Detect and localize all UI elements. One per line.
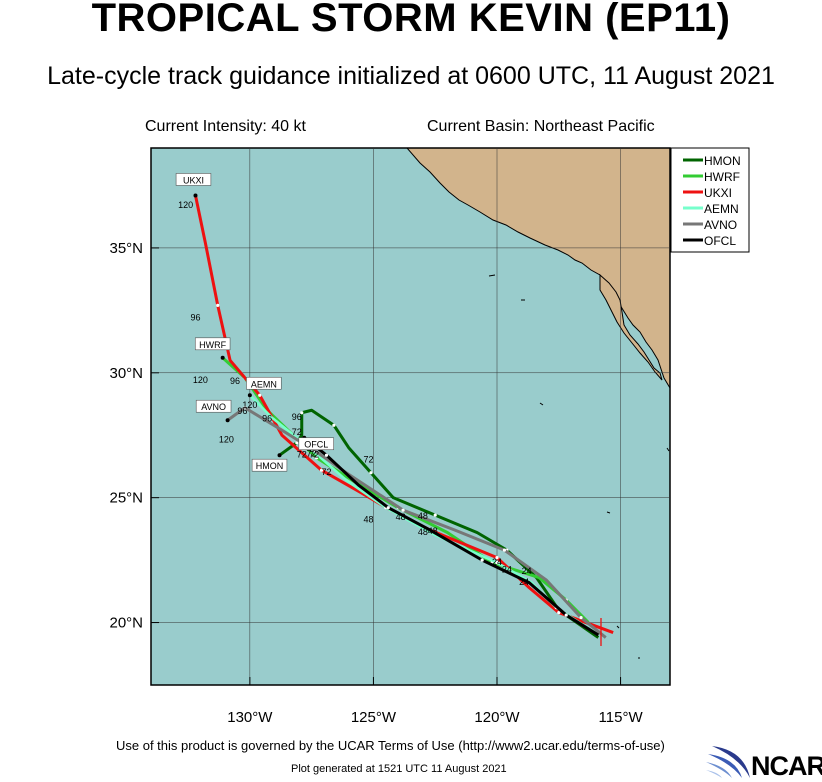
- hour-label: 72: [363, 455, 373, 465]
- x-tick-label: 125°W: [351, 709, 397, 726]
- footer-generated: Plot generated at 1521 UTC 11 August 202…: [291, 763, 507, 775]
- end-label-box-hwrf: [194, 337, 231, 351]
- hour-label: 48: [363, 515, 373, 525]
- legend-label-avno: AVNO: [704, 218, 737, 232]
- current-intensity: Current Intensity: 40 kt: [145, 118, 306, 135]
- end-label-ofcl: OFCL: [304, 440, 328, 450]
- hour-label: 48: [396, 512, 406, 522]
- axis-ticks: 130°W 125°W 120°W 115°W 20°N 25°N 30°N 35°N: [109, 240, 643, 726]
- track-ukxi: [194, 195, 614, 634]
- hour-label: 120: [193, 375, 208, 385]
- hour-label: 96: [292, 412, 302, 422]
- hour-label: 120: [178, 200, 193, 210]
- hour-label: 24: [522, 566, 532, 576]
- track-ofcl: [303, 436, 600, 637]
- track-marker-ukxi: [319, 468, 324, 472]
- track-layer: [193, 193, 614, 639]
- end-label-hwrf: HWRF: [199, 340, 226, 350]
- hour-label: 48: [418, 511, 428, 521]
- legend-label-aemn: AEMN: [704, 202, 739, 216]
- track-marker-ukxi: [495, 556, 499, 560]
- legend-label-hmon: HMON: [704, 154, 741, 168]
- track-marker-aemn: [495, 561, 499, 565]
- hour-label: 24: [492, 557, 502, 567]
- hour-label: 120: [219, 435, 234, 445]
- track-marker-ofcl: [386, 506, 390, 510]
- track-marker-ukxi: [258, 393, 262, 397]
- hour-label: 24: [502, 565, 512, 575]
- y-tick-label: 35°N: [109, 240, 143, 257]
- x-tick-label: 120°W: [474, 709, 520, 726]
- footer-terms: Use of this product is governed by the U…: [116, 738, 665, 753]
- legend-label-ukxi: UKXI: [704, 186, 732, 200]
- y-tick-label: 30°N: [109, 365, 143, 382]
- y-tick-label: 25°N: [109, 490, 143, 507]
- hour-label: 96: [237, 406, 247, 416]
- legend-box: [670, 147, 750, 253]
- track-marker-hmon: [295, 441, 299, 445]
- end-label-box-avno: [195, 399, 232, 413]
- page-subtitle: Late-cycle track guidance initialized at…: [47, 62, 775, 90]
- hour-label: 72: [309, 450, 319, 460]
- end-label-box-ukxi: [175, 173, 212, 186]
- hour-label: 72: [297, 450, 307, 460]
- end-label-box-hmon: [251, 458, 288, 472]
- hour-label: 24: [519, 577, 529, 587]
- end-label-aemn: AEMN: [251, 379, 277, 389]
- end-label-box-aemn: [246, 376, 282, 390]
- end-label-ukxi: UKXI: [183, 175, 204, 185]
- track-marker-ukxi: [216, 303, 220, 307]
- track-marker-avno: [502, 548, 507, 552]
- track-marker-ofcl: [480, 558, 484, 562]
- end-label-hmon: HMON: [256, 461, 284, 471]
- ncar-logo-icon: [706, 746, 750, 778]
- track-marker-ofcl: [324, 453, 329, 457]
- track-end-dot: [247, 393, 252, 398]
- track-marker-hmon: [369, 471, 373, 475]
- hour-label: 96: [230, 376, 240, 386]
- end-label-avno: AVNO: [201, 402, 226, 412]
- legend-label-ofcl: OFCL: [704, 234, 736, 248]
- map-frame: [150, 147, 671, 686]
- storm-position-marker: [591, 618, 611, 646]
- track-end-dot: [193, 193, 198, 198]
- current-basin: Current Basin: Northeast Pacific: [427, 118, 655, 135]
- track-marker-avno: [243, 406, 247, 410]
- legend-label-hwrf: HWRF: [704, 170, 740, 184]
- hour-label: 72: [307, 448, 317, 458]
- end-label-box-ofcl: [298, 437, 334, 451]
- track-marker-hwrf: [314, 456, 319, 460]
- marker-layer: [591, 618, 611, 646]
- track-marker-avno: [401, 508, 405, 512]
- hour-label: 120: [242, 400, 257, 410]
- track-end-dot: [277, 453, 282, 458]
- ncar-logo-text: NCAR: [751, 751, 822, 781]
- legend: HMON HWRF UKXI AEMN AVNO OFCL: [670, 147, 750, 253]
- track-marker-ofcl: [564, 613, 568, 617]
- track-marker-hmon: [332, 423, 336, 427]
- track-marker-hmon: [433, 513, 437, 517]
- track-end-dot: [220, 355, 225, 360]
- hour-label: 96: [262, 413, 272, 423]
- land-north-america: [406, 148, 670, 389]
- hour-label: 72: [321, 467, 331, 477]
- track-end-dot: [225, 418, 230, 423]
- hour-label: 72: [292, 427, 302, 437]
- hour-label: 48: [418, 527, 428, 537]
- coastline-islands: [488, 274, 670, 659]
- hour-label: 48: [428, 526, 438, 536]
- x-tick-label: 130°W: [227, 709, 273, 726]
- track-marker-avno: [579, 615, 583, 620]
- page-title: TROPICAL STORM KEVIN (EP11): [91, 0, 731, 40]
- x-tick-label: 115°W: [599, 709, 644, 726]
- track-marker-ukxi: [557, 610, 561, 615]
- track-marker-hmon: [300, 411, 304, 415]
- y-tick-label: 20°N: [109, 615, 143, 632]
- hour-label: 96: [190, 312, 200, 322]
